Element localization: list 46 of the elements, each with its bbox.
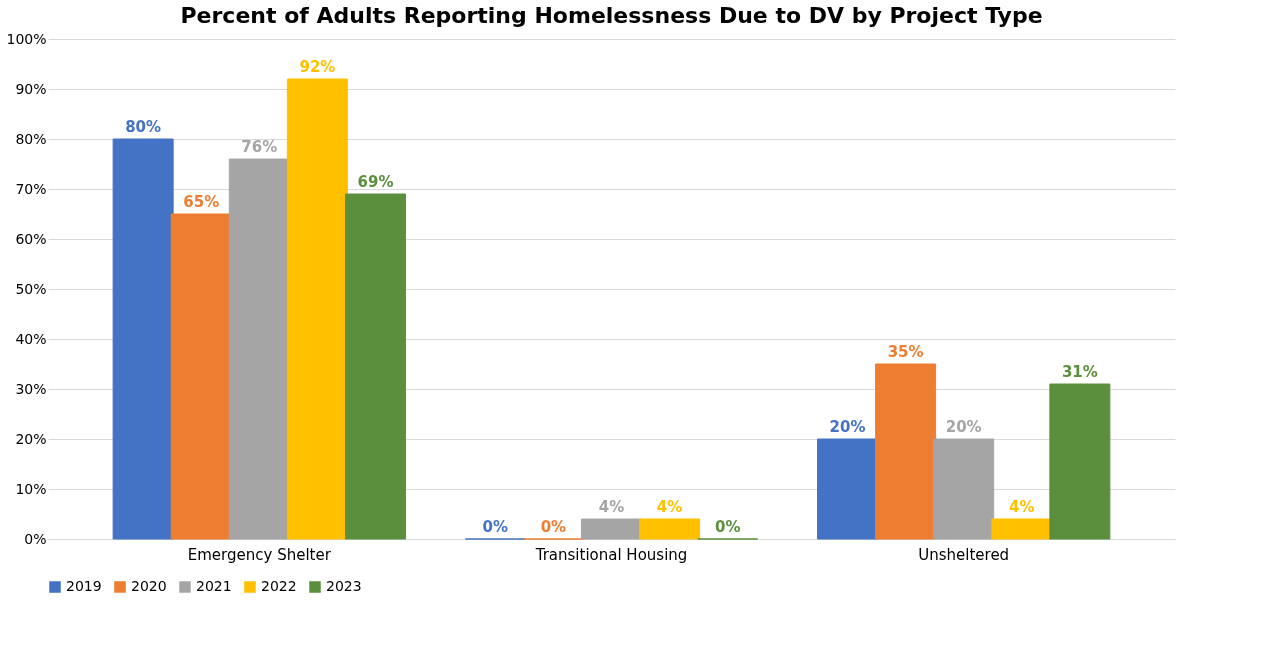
data-label: 0%: [482, 518, 509, 536]
data-label: 92%: [299, 58, 336, 76]
legend-label: 2019: [66, 578, 102, 594]
data-label: 4%: [656, 498, 683, 516]
y-tick-label: 0%: [24, 530, 47, 547]
bar: [228, 158, 290, 540]
x-tick-label: Emergency Shelter: [187, 545, 332, 564]
bar: [1049, 383, 1111, 540]
bar: [286, 78, 348, 540]
legend-label: 2023: [326, 578, 362, 594]
y-tick-label: 20%: [15, 430, 47, 447]
y-tick-label: 90%: [15, 80, 47, 97]
legend-label: 2022: [261, 578, 297, 594]
x-tick-label: Unsheltered: [918, 545, 1010, 564]
data-label: 65%: [183, 193, 220, 211]
bar: [875, 363, 937, 540]
bar: [639, 518, 701, 540]
bar: [581, 518, 642, 540]
legend-label: 2021: [196, 578, 232, 594]
data-label: 31%: [1061, 363, 1098, 381]
data-label: 69%: [357, 173, 394, 191]
data-label: 76%: [241, 138, 278, 156]
y-tick-label: 30%: [15, 380, 47, 397]
data-label: 0%: [540, 518, 567, 536]
data-label: 20%: [945, 418, 982, 436]
y-tick-label: 50%: [15, 280, 47, 297]
chart-title: Percent of Adults Reporting Homelessness Due to DV by Project Type: [180, 3, 1043, 28]
bar: [933, 438, 995, 540]
data-label: 4%: [1009, 498, 1035, 516]
data-label: 0%: [714, 518, 741, 536]
bar: [112, 138, 174, 540]
data-label: 4%: [598, 498, 625, 516]
data-label: 35%: [887, 343, 924, 361]
y-tick-label: 10%: [15, 480, 47, 497]
data-label: 80%: [125, 118, 162, 136]
y-tick-label: 80%: [15, 130, 47, 147]
y-tick-label: 40%: [15, 330, 47, 347]
y-tick-label: 100%: [6, 30, 47, 47]
bar: [170, 213, 232, 540]
legend-label: 2020: [131, 578, 167, 594]
y-tick-label: 60%: [15, 230, 47, 247]
y-tick-label: 70%: [15, 180, 47, 197]
x-tick-label: Transitional Housing: [534, 545, 688, 564]
data-label: 20%: [829, 418, 866, 436]
bar: [817, 438, 878, 540]
bar: [345, 193, 406, 540]
